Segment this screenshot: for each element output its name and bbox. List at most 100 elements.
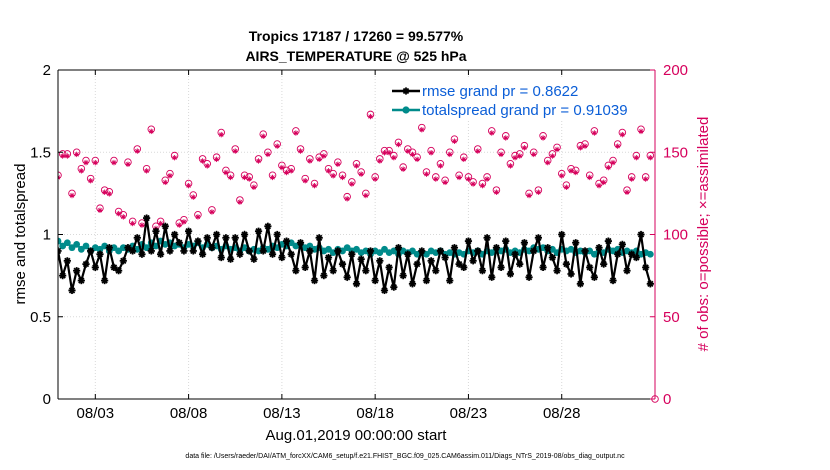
rmse-point [432, 267, 440, 275]
obs-assimilated-point [246, 176, 252, 182]
rmse-point [371, 276, 379, 285]
rmse-point [63, 257, 71, 265]
legend-spread-marker [402, 106, 410, 114]
star-stroke [325, 254, 332, 261]
obs-assimilated-point [297, 148, 304, 154]
star-stroke [545, 160, 550, 165]
star-stroke [283, 237, 290, 245]
obs-assimilated-point [213, 156, 220, 163]
y-tick-label-right: 0 [663, 391, 671, 408]
star-stroke [195, 214, 201, 220]
star-stroke [591, 274, 598, 281]
y-axis-label-right: # of obs: o=possible; ×=assimilated [695, 117, 712, 352]
star-stroke [246, 176, 252, 182]
star-stroke [242, 175, 247, 180]
rmse-point [324, 253, 333, 262]
rmse-point [222, 234, 230, 242]
rmse-point [157, 250, 165, 258]
rmse-point [576, 280, 584, 288]
rmse-point [525, 273, 533, 281]
star-stroke [572, 239, 579, 246]
rmse-point [488, 273, 496, 281]
star-stroke [414, 157, 420, 162]
star-stroke [508, 163, 513, 169]
star-stroke [522, 145, 527, 151]
star-stroke [624, 190, 630, 195]
star-stroke [340, 175, 345, 180]
y-tick-label-right: 50 [663, 309, 680, 326]
obs-assimilated-point [134, 148, 140, 154]
rmse-point [96, 250, 104, 258]
rmse-point [567, 270, 575, 278]
star-stroke [129, 247, 136, 255]
rmse-point [562, 260, 570, 268]
obs-assimilated-point [307, 158, 313, 164]
star-stroke [78, 277, 85, 284]
rmse-point [282, 237, 291, 245]
obs-assimilated-point [162, 179, 168, 186]
star-stroke [526, 193, 532, 198]
rmse-point [455, 260, 463, 268]
obs-assimilated-point [64, 153, 71, 159]
star-stroke [634, 155, 639, 160]
rmse-point [548, 253, 556, 262]
legend-rmse-label: rmse grand pr = 0.8622 [422, 83, 578, 100]
rmse-point [264, 222, 272, 230]
star-stroke [213, 231, 220, 238]
rmse-point [530, 247, 538, 255]
obs-assimilated-point [363, 192, 369, 199]
rmse-point [539, 263, 547, 271]
obs-assimilated-point [545, 159, 551, 166]
star-stroke [479, 267, 486, 274]
obs-assimilated-point [288, 168, 294, 174]
star-stroke [438, 163, 443, 169]
rmse-point [502, 237, 510, 245]
star-stroke [166, 247, 174, 255]
star-stroke [643, 176, 648, 182]
y-axis-label-left: rmse and totalspread [12, 164, 29, 305]
rmse-point [226, 255, 235, 263]
obs-assimilated-point [120, 214, 126, 220]
rmse-point [268, 250, 277, 258]
star-stroke [111, 160, 117, 165]
obs-assimilated-point [470, 181, 476, 187]
star-stroke [620, 132, 625, 137]
rmse-point [292, 267, 300, 275]
obs-assimilated-point [573, 169, 579, 176]
star-stroke [312, 183, 317, 188]
star-stroke [413, 260, 421, 268]
obs-assimilated-point [171, 154, 178, 161]
star-stroke [619, 241, 626, 248]
star-stroke [521, 239, 528, 246]
rmse-point [91, 263, 99, 271]
star-stroke [469, 257, 477, 265]
obs-assimilated-point [535, 189, 542, 195]
star-stroke [334, 247, 342, 255]
star-stroke [600, 260, 607, 268]
obs-assimilated-point [344, 196, 350, 202]
obs-assimilated-point [614, 143, 621, 149]
rmse-point [194, 237, 202, 245]
rmse-point [236, 250, 244, 258]
star-stroke [246, 247, 253, 255]
star-stroke [605, 237, 612, 245]
star-stroke [171, 231, 178, 238]
spread-point [143, 244, 151, 252]
rmse-point [231, 234, 239, 242]
star-stroke [536, 190, 541, 195]
star-stroke [573, 170, 578, 175]
star-stroke [110, 264, 118, 271]
obs-assimilated-point [339, 174, 346, 181]
star-stroke [475, 148, 480, 154]
star-stroke [470, 181, 476, 187]
obs-assimilated-point [302, 178, 308, 184]
star-stroke [484, 176, 490, 182]
star-stroke [222, 234, 230, 241]
star-stroke [568, 168, 574, 174]
star-stroke [353, 280, 360, 288]
star-stroke [563, 260, 570, 268]
obs-assimilated-point [489, 130, 495, 136]
y-tick-label-left: 1 [43, 227, 51, 244]
spread-point [73, 240, 81, 248]
star-stroke [404, 251, 411, 258]
